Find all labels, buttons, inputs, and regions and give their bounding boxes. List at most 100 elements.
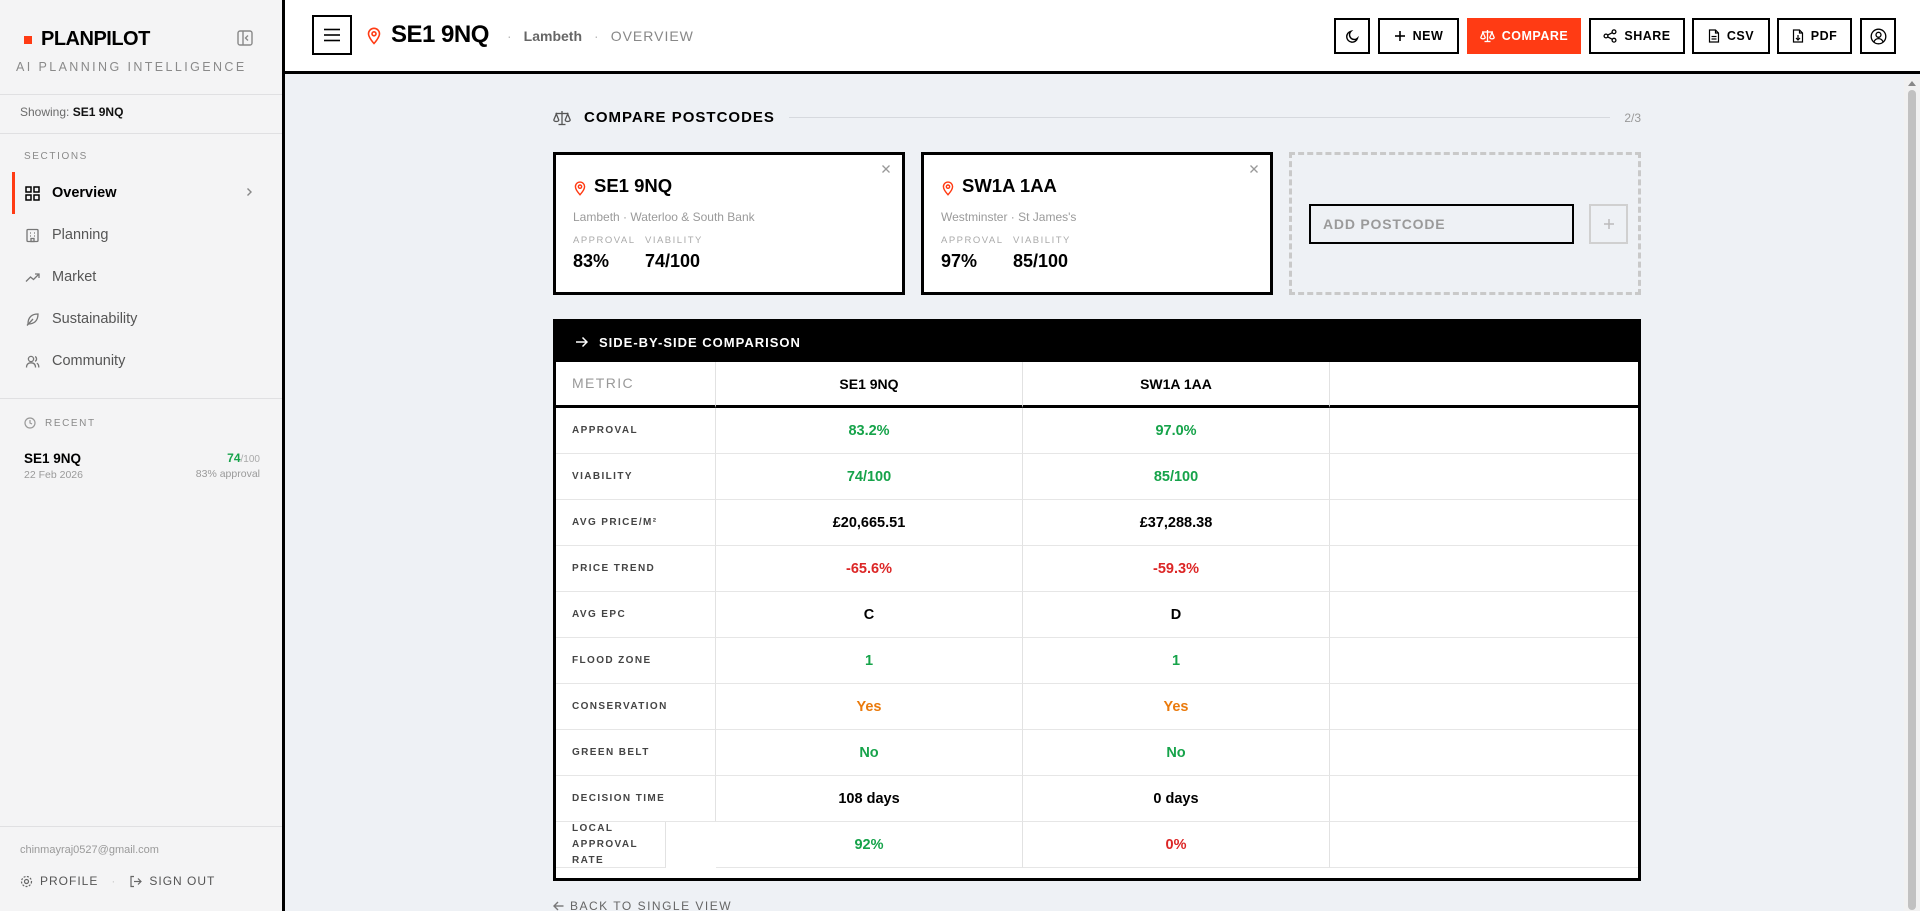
collapse-sidebar-icon[interactable] bbox=[236, 29, 254, 47]
user-email: chinmayraj0527@gmail.com bbox=[20, 844, 159, 856]
recent-score: 74/100 bbox=[227, 451, 260, 465]
arrow-right-icon bbox=[576, 336, 588, 348]
metric-value: 83.2% bbox=[716, 408, 1023, 454]
approval-stat: APPROVAL 97% bbox=[941, 235, 1004, 271]
csv-export-button[interactable]: CSV bbox=[1692, 18, 1770, 54]
metric-label: CONSERVATION bbox=[556, 684, 716, 730]
chevron-right-icon bbox=[243, 186, 255, 198]
metric-label: PRICE TREND bbox=[556, 546, 716, 592]
sidebar-item-community[interactable]: Community bbox=[0, 340, 282, 382]
scrollbar[interactable] bbox=[1904, 77, 1920, 911]
close-icon[interactable] bbox=[880, 163, 892, 175]
empty-cell bbox=[1330, 684, 1638, 730]
sidebar-item-sustainability[interactable]: Sustainability bbox=[0, 298, 282, 340]
empty-cell bbox=[1330, 638, 1638, 684]
metric-value: 74/100 bbox=[716, 454, 1023, 500]
back-to-single-view-link[interactable]: BACK TO SINGLE VIEW bbox=[553, 899, 732, 911]
sign-out-link[interactable]: SIGN OUT bbox=[129, 874, 215, 888]
plus-icon bbox=[1394, 31, 1405, 41]
theme-toggle-button[interactable] bbox=[1334, 18, 1370, 54]
clock-icon bbox=[24, 417, 36, 429]
add-postcode-input[interactable] bbox=[1309, 204, 1574, 244]
divider bbox=[788, 117, 1611, 118]
metric-value: -65.6% bbox=[716, 546, 1023, 592]
metric-value: 1 bbox=[716, 638, 1023, 684]
sidebar-item-label: Market bbox=[52, 269, 97, 285]
empty-cell bbox=[1330, 408, 1638, 454]
close-icon[interactable] bbox=[1248, 163, 1260, 175]
table-row: AVG PRICE/M² £20,665.51 £37,288.38 bbox=[556, 500, 1638, 546]
metric-value: Yes bbox=[1023, 684, 1330, 730]
pdf-export-button[interactable]: PDF bbox=[1777, 18, 1852, 54]
sidebar-item-label: Sustainability bbox=[52, 311, 138, 327]
metric-value: C bbox=[716, 592, 1023, 638]
compare-button[interactable]: COMPARE bbox=[1467, 18, 1581, 54]
grid-icon bbox=[25, 185, 40, 201]
metric-value: 97.0% bbox=[1023, 408, 1330, 454]
sidebar-item-label: Overview bbox=[52, 185, 117, 201]
showing-label: Showing: bbox=[20, 105, 70, 119]
recent-label: RECENT bbox=[24, 417, 96, 429]
breadcrumb-view: OVERVIEW bbox=[610, 28, 694, 44]
metric-label: VIABILITY bbox=[556, 454, 716, 500]
user-menu-button[interactable] bbox=[1860, 18, 1896, 54]
sidebar-nav: Overview Planning Market Sustainability bbox=[0, 172, 282, 382]
empty-cell bbox=[1330, 500, 1638, 546]
sidebar: PLANPILOT AI PLANNING INTELLIGENCE Showi… bbox=[0, 0, 285, 911]
share-button[interactable]: SHARE bbox=[1589, 18, 1685, 54]
compare-header: COMPARE POSTCODES 2/3 bbox=[553, 109, 1641, 126]
add-postcode-button[interactable] bbox=[1589, 204, 1628, 244]
arrow-left-icon bbox=[553, 901, 564, 911]
metric-value: 1 bbox=[1023, 638, 1330, 684]
separator: · bbox=[111, 874, 117, 888]
comparison-table: SIDE-BY-SIDE COMPARISON METRIC SE1 9NQ S… bbox=[553, 319, 1641, 881]
brand-mark bbox=[24, 35, 32, 44]
metric-value: 92% bbox=[716, 822, 1023, 868]
building-icon bbox=[25, 228, 40, 243]
table-row: AVG EPC C D bbox=[556, 592, 1638, 638]
metric-label: LOCAL APPROVAL RATE bbox=[556, 822, 666, 868]
viability-stat: VIABILITY 85/100 bbox=[1013, 235, 1071, 271]
recent-section: RECENT SE1 9NQ 22 Feb 2026 74/100 83% ap… bbox=[0, 398, 282, 481]
metric-value: £20,665.51 bbox=[716, 500, 1023, 546]
table-row: CONSERVATION Yes Yes bbox=[556, 684, 1638, 730]
table-title: SIDE-BY-SIDE COMPARISON bbox=[556, 322, 1638, 362]
sign-out-icon bbox=[130, 875, 143, 887]
postcode-code: SE1 9NQ bbox=[594, 175, 673, 196]
sidebar-item-overview[interactable]: Overview bbox=[0, 172, 282, 214]
map-pin-icon bbox=[367, 27, 381, 45]
sections-label: SECTIONS bbox=[24, 151, 88, 162]
new-button[interactable]: NEW bbox=[1378, 18, 1459, 54]
recent-item[interactable]: SE1 9NQ 22 Feb 2026 74/100 83% approval bbox=[24, 451, 260, 481]
metric-value: 0 days bbox=[1023, 776, 1330, 822]
scrollbar-thumb[interactable] bbox=[1908, 90, 1916, 910]
recent-date: 22 Feb 2026 bbox=[24, 469, 83, 481]
empty-cell bbox=[1330, 730, 1638, 776]
metric-value: -59.3% bbox=[1023, 546, 1330, 592]
hamburger-icon bbox=[324, 28, 340, 42]
table-row: GREEN BELT No No bbox=[556, 730, 1638, 776]
sidebar-item-planning[interactable]: Planning bbox=[0, 214, 282, 256]
empty-cell bbox=[1330, 454, 1638, 500]
column-header: SE1 9NQ bbox=[716, 362, 1023, 408]
sidebar-item-market[interactable]: Market bbox=[0, 256, 282, 298]
showing-indicator: Showing: SE1 9NQ bbox=[0, 94, 282, 134]
add-postcode-card bbox=[1289, 152, 1641, 295]
metric-label: AVG PRICE/M² bbox=[556, 500, 716, 546]
table-row: PRICE TREND -65.6% -59.3% bbox=[556, 546, 1638, 592]
top-bar: SE1 9NQ · Lambeth · OVERVIEW NEW COMPARE… bbox=[285, 0, 1920, 74]
file-icon bbox=[1708, 29, 1719, 43]
column-header: SW1A 1AA bbox=[1023, 362, 1330, 408]
empty-cell bbox=[1330, 592, 1638, 638]
profile-link[interactable]: PROFILE bbox=[20, 874, 98, 888]
scroll-up-icon[interactable] bbox=[1908, 81, 1916, 86]
table-row: FLOOD ZONE 1 1 bbox=[556, 638, 1638, 684]
sidebar-item-label: Planning bbox=[52, 227, 109, 243]
empty-column-header bbox=[1330, 362, 1638, 408]
share-icon bbox=[1603, 29, 1617, 43]
breadcrumb-borough: Lambeth bbox=[523, 28, 583, 44]
brand-tagline: AI PLANNING INTELLIGENCE bbox=[16, 60, 247, 74]
postcode-area: Westminster · St James's bbox=[941, 210, 1077, 224]
showing-value: SE1 9NQ bbox=[72, 105, 124, 119]
menu-button[interactable] bbox=[312, 15, 352, 55]
